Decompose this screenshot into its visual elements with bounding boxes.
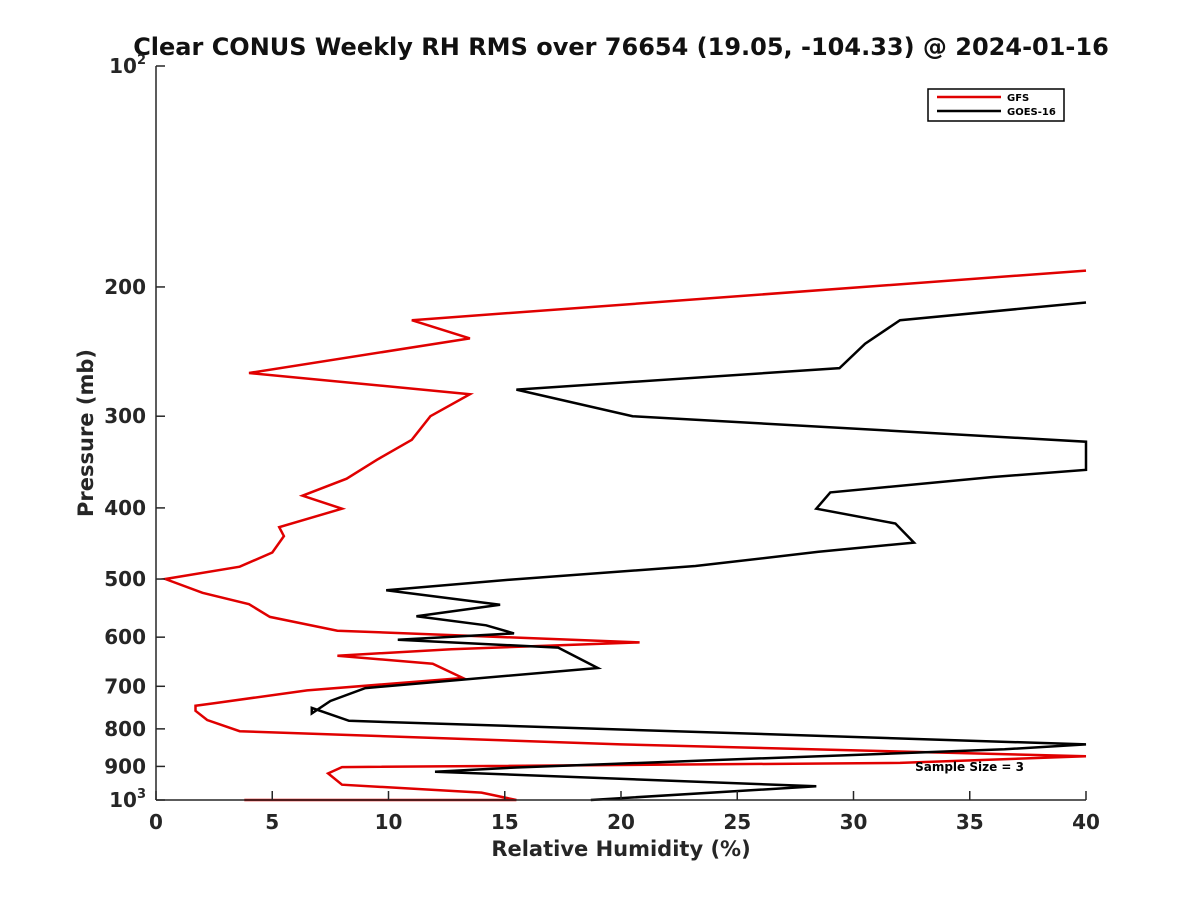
x-axis-label: Relative Humidity (%) — [491, 837, 750, 861]
chart-title: Clear CONUS Weekly RH RMS over 76654 (19… — [133, 33, 1109, 61]
y-tick-label: 900 — [104, 754, 146, 778]
x-tick-label: 20 — [607, 810, 635, 834]
y-tick-label: 800 — [104, 717, 146, 741]
x-tick-label: 10 — [375, 810, 403, 834]
y-tick-label: 300 — [104, 404, 146, 428]
sample-size-annotation: Sample Size = 3 — [915, 760, 1024, 774]
x-tick-label: 30 — [840, 810, 868, 834]
y-tick-label: 700 — [104, 674, 146, 698]
legend-label-gfs: GFS — [1007, 93, 1029, 104]
legend-box — [927, 88, 1065, 122]
legend: GFS GOES-16 — [927, 88, 1065, 122]
legend-label-goes16: GOES-16 — [1007, 107, 1056, 118]
y-tick-label: 103 — [109, 787, 146, 812]
y-tick-label: 200 — [104, 275, 146, 299]
y-ticks: 102 200 300 400 500 600 700 800 900 103 — [104, 53, 165, 812]
y-tick-label: 102 — [109, 53, 146, 78]
y-axis-label: Pressure (mb) — [74, 349, 98, 517]
x-ticks: 0 5 10 15 20 25 30 35 40 — [149, 791, 1100, 834]
x-tick-label: 25 — [723, 810, 751, 834]
x-tick-label: 15 — [491, 810, 519, 834]
x-tick-label: 40 — [1072, 810, 1100, 834]
x-tick-label: 5 — [265, 810, 279, 834]
x-tick-label: 0 — [149, 810, 163, 834]
series-line-gfs — [160, 269, 1087, 802]
plot-area — [160, 269, 1088, 802]
y-tick-label: 600 — [104, 625, 146, 649]
series-line-goes16 — [310, 301, 1088, 802]
x-tick-label: 35 — [956, 810, 984, 834]
y-tick-label: 500 — [104, 567, 146, 591]
y-tick-label: 400 — [104, 496, 146, 520]
